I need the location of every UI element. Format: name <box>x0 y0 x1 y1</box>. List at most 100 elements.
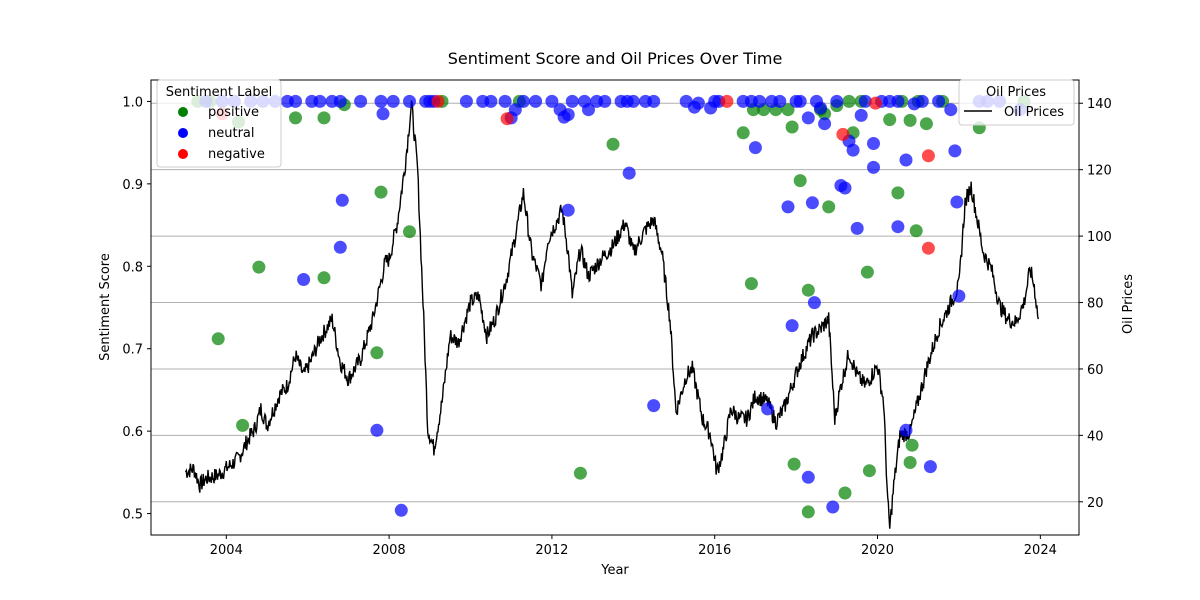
sentiment-point-neutral <box>297 273 311 286</box>
sentiment-point-positive <box>744 277 758 291</box>
sentiment-point-neutral <box>333 94 347 108</box>
sentiment-point-positive <box>787 457 801 471</box>
oil-legend-box <box>958 79 1075 126</box>
sentiment-point-neutral <box>807 296 821 310</box>
sentiment-point-positive <box>909 224 923 238</box>
plot-frame <box>150 79 1080 536</box>
sentiment-point-positive <box>736 126 750 140</box>
sentiment-point-neutral <box>289 94 302 108</box>
sentiment-point-positive <box>919 117 933 131</box>
sentiment-point-neutral <box>748 141 762 155</box>
sentiment-point-negative <box>720 94 734 108</box>
sentiment-point-neutral <box>952 289 966 303</box>
oil-price-line <box>184 100 1039 529</box>
y2-tick-label: 140 <box>1087 97 1112 112</box>
sentiment-legend-title: Sentiment Label <box>166 85 272 100</box>
sentiment-point-neutral <box>647 399 661 413</box>
sentiment-point-neutral <box>826 500 840 514</box>
sentiment-point-neutral <box>622 166 636 180</box>
sentiment-point-neutral <box>932 94 946 108</box>
oil-legend-title: Oil Prices <box>986 85 1046 100</box>
sentiment-point-positive <box>236 418 250 432</box>
y2-axis-label: Oil Prices <box>1121 274 1136 334</box>
sentiment-point-neutral <box>376 107 390 121</box>
sentiment-point-neutral <box>354 94 368 108</box>
y2-tick-label: 60 <box>1087 363 1104 378</box>
y-tick-label: 0.9 <box>122 178 143 193</box>
y2-tick-label: 120 <box>1087 164 1112 179</box>
sentiment-point-positive <box>606 137 620 151</box>
x-axis-ticks: 2004 2008 2012 2016 2020 2024 <box>210 535 1057 558</box>
sentiment-point-positive <box>252 260 266 274</box>
sentiment-point-neutral <box>891 220 905 234</box>
legend-label-neutral: neutral <box>208 126 255 141</box>
x-tick-label: 2004 <box>210 543 243 558</box>
sentiment-point-neutral <box>561 203 575 217</box>
sentiment-point-neutral <box>818 117 832 131</box>
sentiment-point-negative <box>836 127 850 141</box>
y-tick-label: 0.6 <box>122 425 143 440</box>
sentiment-point-positive <box>801 505 815 519</box>
sentiment-point-neutral <box>801 111 815 125</box>
sentiment-point-positive <box>785 120 799 134</box>
sentiment-point-neutral <box>858 94 872 108</box>
sentiment-point-positive <box>781 103 795 117</box>
sentiment-point-positive <box>289 111 302 125</box>
sentiment-point-neutral <box>508 103 522 117</box>
sentiment-point-positive <box>211 332 225 346</box>
sentiment-point-neutral <box>498 94 512 108</box>
sentiment-point-neutral <box>761 402 775 416</box>
y-tick-label: 0.7 <box>122 343 143 358</box>
x-tick-label: 2012 <box>535 543 568 558</box>
sentiment-point-positive <box>374 185 388 199</box>
sentiment-point-neutral <box>773 94 787 108</box>
sentiment-point-negative <box>500 112 514 126</box>
sentiment-point-neutral <box>915 94 929 108</box>
sentiment-point-neutral <box>335 193 349 207</box>
sentiment-point-neutral <box>805 196 819 210</box>
sentiment-point-neutral <box>582 103 595 117</box>
sentiment-point-neutral <box>846 143 860 157</box>
sentiment-legend: Sentiment Label positive neutral negativ… <box>156 79 282 168</box>
y2-tick-label: 20 <box>1087 496 1104 511</box>
sentiment-point-neutral <box>370 423 384 437</box>
sentiment-point-positive <box>903 113 917 127</box>
sentiment-legend-box <box>156 79 282 168</box>
sentiment-point-neutral <box>598 94 612 108</box>
y2-tick-label: 80 <box>1087 297 1104 312</box>
sentiment-point-neutral <box>565 94 579 108</box>
sentiment-point-positive <box>793 174 807 188</box>
sentiment-point-positive <box>860 265 874 279</box>
sentiment-point-positive <box>317 271 331 285</box>
sentiment-point-negative <box>869 96 882 110</box>
sentiment-point-neutral <box>626 94 640 108</box>
sentiment-point-positive <box>883 113 897 127</box>
sentiment-point-positive <box>891 186 905 200</box>
sentiment-point-neutral <box>923 460 937 474</box>
sentiment-point-neutral <box>333 240 347 254</box>
sentiment-point-neutral <box>561 108 575 122</box>
sentiment-point-neutral <box>891 94 905 108</box>
sentiment-point-neutral <box>948 144 962 158</box>
legend-marker-positive <box>178 107 188 117</box>
sentiment-point-neutral <box>801 470 815 484</box>
sentiment-point-neutral <box>647 94 661 108</box>
x-tick-label: 2024 <box>1024 543 1057 558</box>
sentiment-point-neutral <box>529 94 543 108</box>
sentiment-point-neutral <box>830 94 844 108</box>
y2-tick-label: 40 <box>1087 429 1104 444</box>
sentiment-point-neutral <box>899 423 913 437</box>
chart-title: Sentiment Score and Oil Prices Over Time <box>448 49 783 68</box>
sentiment-point-neutral <box>545 94 559 108</box>
sentiment-point-neutral <box>814 101 827 115</box>
sentiment-point-negative <box>921 241 935 255</box>
oil-price-line-layer <box>184 100 1039 529</box>
legend-label-positive: positive <box>208 105 259 120</box>
legend-marker-neutral <box>178 128 188 138</box>
sentiment-point-positive <box>317 111 331 125</box>
sentiment-point-positive <box>370 346 384 360</box>
x-axis-label: Year <box>600 563 629 578</box>
sentiment-point-neutral <box>944 103 958 117</box>
x-tick-label: 2008 <box>373 543 406 558</box>
sentiment-point-positive <box>801 283 815 297</box>
